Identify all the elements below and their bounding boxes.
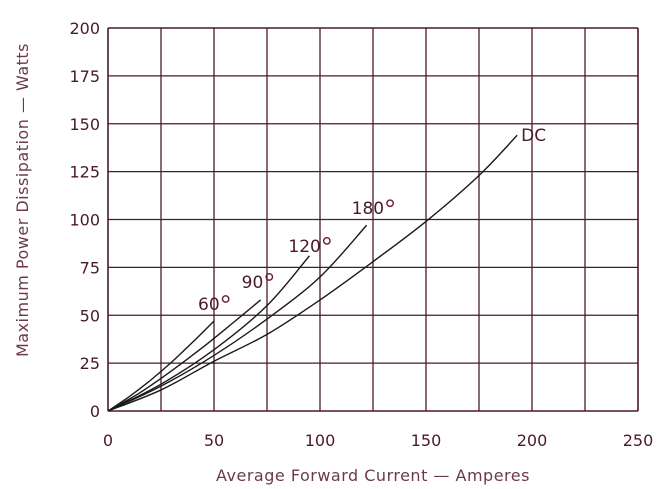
- x-tick-label: 0: [103, 431, 113, 450]
- x-axis-title: Average Forward Current — Amperes: [216, 466, 530, 485]
- curve-60: [107, 320, 215, 412]
- x-tick-label: 50: [204, 431, 224, 450]
- y-tick-label: 25: [80, 354, 100, 373]
- x-tick-label: 150: [411, 431, 442, 450]
- y-tick-label: 0: [90, 402, 100, 421]
- curve-120: [107, 255, 310, 412]
- curve-label-120: 120: [288, 237, 320, 257]
- y-tick-label: 50: [80, 306, 100, 325]
- curve-90: [107, 299, 262, 412]
- y-tick-label: 150: [69, 115, 100, 134]
- curve-180: [107, 224, 368, 412]
- curve-label-dc: DC: [521, 126, 546, 146]
- y-tick-label: 175: [69, 67, 100, 86]
- x-tick-label: 100: [305, 431, 336, 450]
- y-axis-title: Maximum Power Dissipation — Watts: [13, 43, 32, 357]
- curve-label-180: 180: [352, 199, 384, 219]
- curve-label-90: 90: [242, 273, 264, 293]
- curve-dc: [107, 134, 518, 412]
- y-tick-label: 200: [69, 19, 100, 38]
- degree-symbol: [386, 199, 394, 208]
- x-tick-label: 250: [623, 431, 654, 450]
- degree-symbol: [265, 273, 274, 281]
- x-tick-label: 200: [517, 431, 548, 450]
- degree-symbol: [322, 236, 331, 245]
- curve-label-60: 60: [198, 295, 220, 315]
- y-tick-label: 75: [80, 258, 100, 277]
- degree-symbol: [221, 295, 230, 303]
- y-tick-label: 100: [69, 211, 100, 230]
- y-tick-label: 125: [69, 163, 100, 182]
